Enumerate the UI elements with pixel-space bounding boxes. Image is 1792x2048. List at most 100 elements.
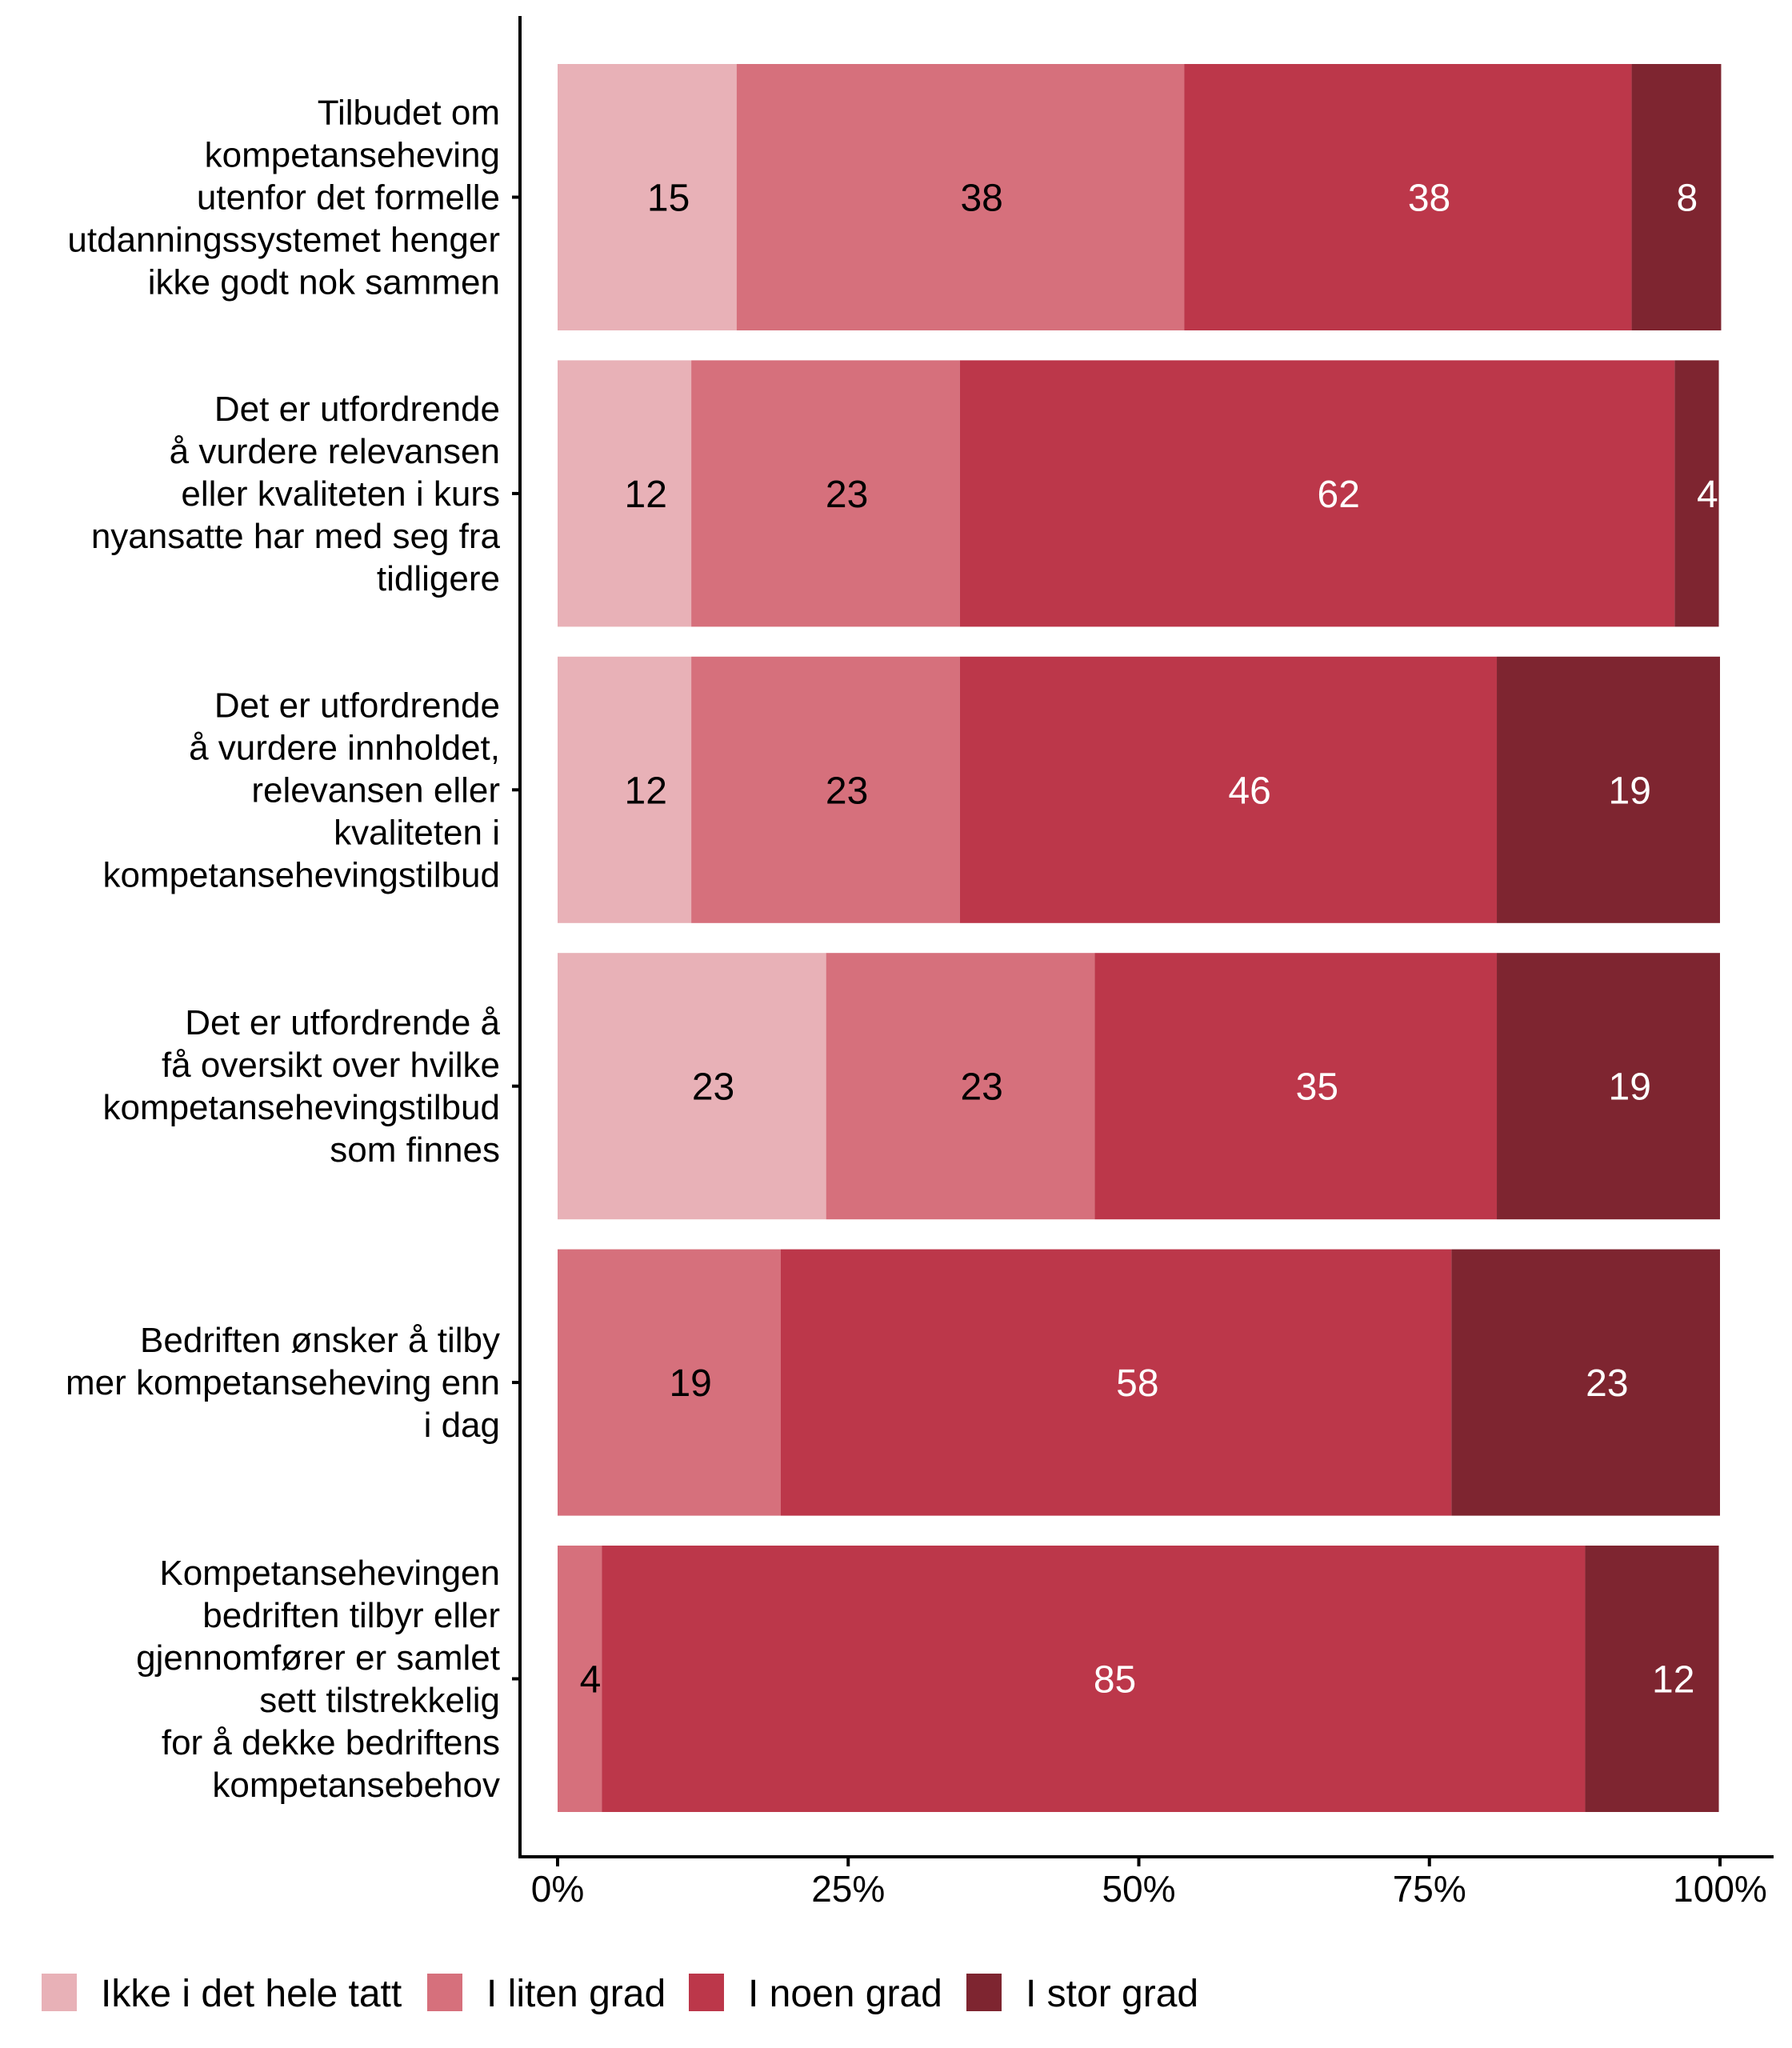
bar-segment: [1184, 64, 1632, 330]
y-category-label-line: Bedriften ønsker å tilby: [140, 1321, 500, 1360]
y-category-label: Kompetansehevingen bedriften tilbyr eller…: [136, 1554, 500, 1805]
y-category-label-line: bedriften tilbyr eller: [202, 1596, 500, 1635]
y-category-label: Det er utfordrende å få oversikt over hvi…: [102, 1003, 500, 1170]
legend-item: I liten grad: [427, 1973, 666, 2015]
bar-segment: [558, 64, 737, 330]
data-label: 38: [960, 178, 1002, 220]
legend-swatch: [427, 1974, 462, 2011]
y-category-label-line: kompetansebehov: [212, 1766, 500, 1805]
bar-segment: [558, 360, 692, 627]
y-category-label-line: kompetansehevingstilbud: [102, 1088, 500, 1127]
data-label: 38: [1408, 178, 1450, 220]
data-label: 85: [1094, 1659, 1136, 1702]
bar-segment: [959, 656, 1498, 923]
y-axis: Tilbudet om kompetanseheving utenfor det f…: [66, 16, 522, 1858]
data-label: 19: [1609, 1066, 1651, 1109]
data-label: 19: [669, 1362, 711, 1405]
bar-row: [558, 360, 1719, 627]
legend-item: I noen grad: [689, 1973, 942, 2015]
y-category-label-line: nyansatte har med seg fra: [91, 517, 501, 556]
y-category-label-line: kompetanseheving: [205, 136, 500, 175]
y-category-label-line: tidligere: [377, 559, 500, 598]
x-tick-label: 0%: [531, 1868, 584, 1910]
legend-item: Ikke i det hele tatt: [42, 1973, 402, 2015]
bar-segment: [1451, 1249, 1720, 1516]
y-category-label-line: mer kompetanseheving enn: [66, 1363, 500, 1402]
y-category-label: Tilbudet om kompetanseheving utenfor det f…: [67, 94, 500, 302]
y-category-label-line: å vurdere relevansen: [170, 432, 500, 471]
bar-segment: [736, 64, 1185, 330]
data-label: 23: [1586, 1362, 1628, 1405]
legend-label: I noen grad: [748, 1973, 942, 2015]
data-label: 23: [826, 474, 868, 516]
x-tick-label: 100%: [1673, 1868, 1767, 1910]
bar-row: [558, 1249, 1720, 1516]
y-category-label-line: å vurdere innholdet,: [189, 728, 500, 767]
legend-label: I stor grad: [1026, 1973, 1198, 2015]
y-category-label-line: kompetansehevingstilbud: [102, 855, 500, 894]
x-axis: 0% 25% 50% 75% 100%: [518, 1855, 1774, 1910]
data-label: 23: [826, 770, 868, 812]
bar-segment: [826, 953, 1095, 1220]
data-label: 12: [625, 474, 667, 516]
bar-segment: [558, 953, 826, 1220]
bar-segment: [1585, 1546, 1719, 1812]
x-tick-label: 50%: [1102, 1868, 1175, 1910]
y-category-label: Det er utfordrende å vurdere innholdet, re…: [102, 686, 500, 894]
y-category-label-line: Tilbudet om: [318, 94, 500, 133]
y-category-label-line: ikke godt nok sammen: [148, 263, 500, 302]
legend-swatch: [689, 1974, 724, 2011]
bar-segment: [1631, 64, 1722, 330]
legend-label: I liten grad: [486, 1973, 666, 2015]
y-category-label-line: kvaliteten i: [334, 813, 500, 852]
y-category-label-line: for å dekke bedriftens: [162, 1723, 500, 1762]
data-label: 35: [1296, 1066, 1338, 1109]
y-category-label-line: Det er utfordrende: [214, 390, 500, 429]
data-label: 62: [1318, 474, 1360, 516]
bar-segment: [1497, 953, 1720, 1220]
bar-segment: [602, 1546, 1586, 1812]
data-label: 23: [692, 1066, 734, 1109]
y-category-label-line: Det er utfordrende: [214, 686, 500, 725]
y-category-label-line: Kompetansehevingen: [159, 1554, 500, 1593]
legend-label: Ikke i det hele tatt: [101, 1973, 402, 2015]
data-label: 23: [960, 1066, 1002, 1109]
data-label: 12: [625, 770, 667, 812]
data-label: 4: [580, 1659, 602, 1702]
y-category-label-line: få oversikt over hvilke: [162, 1046, 500, 1085]
y-category-label-line: sett tilstrekkelig: [259, 1681, 500, 1720]
x-tick-label: 75%: [1393, 1868, 1466, 1910]
bar-row: [558, 1546, 1719, 1812]
data-label: 15: [647, 178, 690, 220]
bar-segment: [1674, 360, 1719, 627]
bar-segment: [558, 656, 692, 923]
bar-segment: [1094, 953, 1498, 1220]
y-category-label: Det er utfordrende å vurdere relevansen el…: [91, 390, 501, 598]
bar-segment: [558, 1249, 781, 1516]
bar-segment: [558, 1546, 602, 1812]
bar-row: [558, 953, 1720, 1220]
data-label: 8: [1677, 178, 1698, 220]
bar-row: [558, 64, 1722, 330]
bar-segment: [1497, 656, 1720, 923]
legend-swatch: [42, 1974, 77, 2011]
y-category-label-line: gjennomfører er samlet: [136, 1638, 500, 1678]
y-category-label-line: i dag: [424, 1406, 500, 1445]
data-label: 58: [1116, 1362, 1158, 1405]
x-tick-label: 25%: [811, 1868, 885, 1910]
bar-segment: [691, 656, 960, 923]
data-label: 19: [1609, 770, 1651, 812]
data-label: 12: [1652, 1659, 1694, 1702]
y-category-label-line: som finnes: [330, 1130, 500, 1170]
y-category-label-line: utdanningssystemet henger: [67, 221, 500, 260]
bar-segment: [780, 1249, 1452, 1516]
data-label: 46: [1228, 770, 1270, 812]
legend-item: I stor grad: [966, 1973, 1198, 2015]
data-labels-layer: 15 38 38 8 12 23 62 4 12 23 46 19 23 23 35 19 19 58 23 4 85 1…: [580, 178, 1718, 1702]
y-category-label-line: Det er utfordrende å: [185, 1003, 500, 1042]
legend: Ikke i det hele tatt I liten grad I noen g…: [42, 1973, 1198, 2015]
y-category-label-line: utenfor det formelle: [197, 178, 500, 218]
bar-segment: [959, 360, 1675, 627]
bar-segment: [691, 360, 960, 627]
